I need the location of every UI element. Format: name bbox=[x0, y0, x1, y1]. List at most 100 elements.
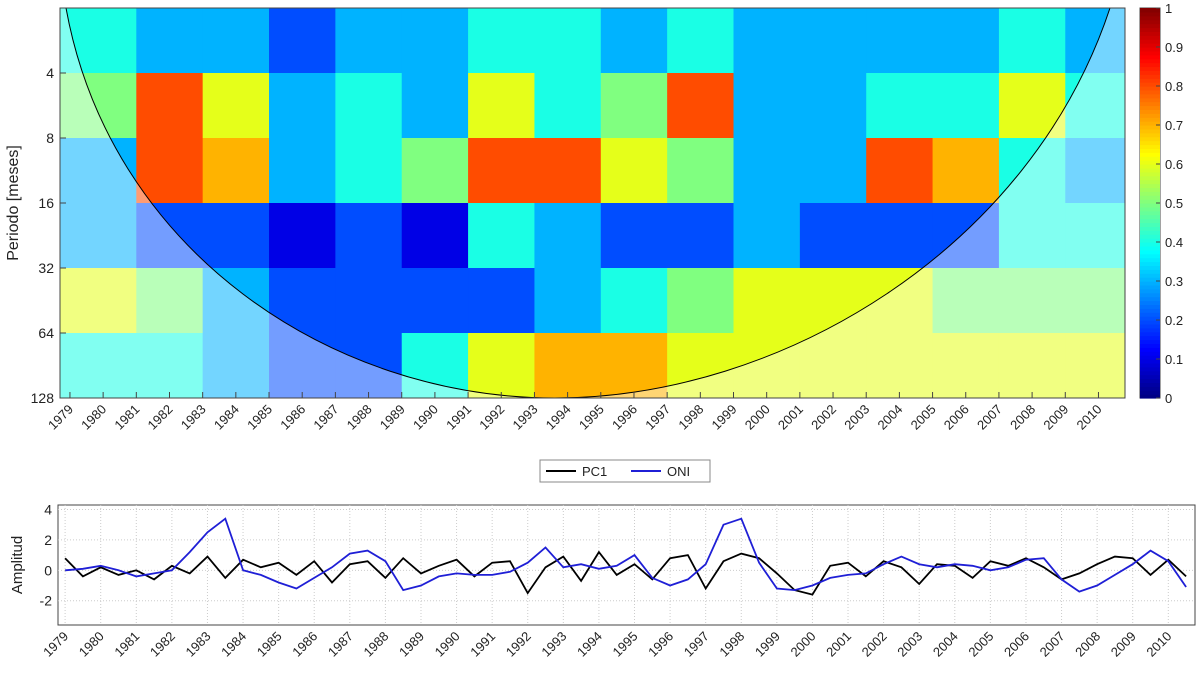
y-axis-label: Periodo [meses] bbox=[5, 145, 22, 261]
colorbar-step bbox=[1140, 292, 1160, 298]
colorbar-step bbox=[1140, 23, 1160, 29]
heat-cell bbox=[468, 8, 535, 74]
colorbar-step bbox=[1140, 97, 1160, 103]
heat-cell bbox=[799, 8, 867, 74]
heat-cell bbox=[1065, 268, 1125, 334]
colorbar-step bbox=[1140, 366, 1160, 372]
x-tick-label: 2003 bbox=[841, 402, 872, 433]
x-tick-label: 2010 bbox=[1143, 629, 1174, 660]
colorbar-step bbox=[1140, 132, 1160, 138]
colorbar-label: 0.5 bbox=[1165, 196, 1183, 211]
colorbar-step bbox=[1140, 351, 1160, 356]
colorbar-step bbox=[1140, 89, 1160, 95]
y-tick-label: 2 bbox=[44, 532, 52, 548]
x-tick-label: 1999 bbox=[709, 402, 740, 433]
heat-cell bbox=[401, 203, 469, 269]
heatmap bbox=[60, 8, 1125, 398]
colorbar-label: 0 bbox=[1165, 391, 1172, 406]
x-tick-label: 1980 bbox=[76, 629, 107, 660]
heat-cell bbox=[799, 333, 867, 398]
colorbar-step bbox=[1140, 210, 1160, 216]
colorbar-step bbox=[1140, 253, 1160, 259]
heat-cell bbox=[866, 73, 934, 139]
heat-cell bbox=[799, 203, 867, 269]
x-tick-label: 1986 bbox=[277, 402, 308, 433]
heat-cell bbox=[335, 73, 403, 139]
y-tick-label: -2 bbox=[40, 593, 53, 609]
colorbar-label: 0.6 bbox=[1165, 157, 1183, 172]
heat-cell bbox=[136, 73, 204, 139]
heat-cell bbox=[136, 138, 204, 204]
heat-cell bbox=[401, 138, 469, 204]
colorbar-step bbox=[1140, 304, 1160, 309]
plot-frame-2 bbox=[57, 504, 1196, 626]
colorbar-step bbox=[1140, 281, 1160, 286]
series-line bbox=[65, 517, 1187, 593]
colorbar-step bbox=[1140, 206, 1160, 212]
colorbar-step bbox=[1140, 191, 1160, 196]
x-tick-label: 1997 bbox=[681, 629, 712, 660]
x-tick-label: 2010 bbox=[1074, 402, 1105, 433]
colorbar-step bbox=[1140, 66, 1160, 71]
x-tick-label: 2006 bbox=[941, 402, 972, 433]
heat-cell bbox=[932, 8, 1000, 74]
colorbar-step bbox=[1140, 62, 1160, 68]
x-tick-label: 2008 bbox=[1072, 629, 1103, 660]
colorbar-step bbox=[1140, 222, 1160, 227]
x-tick-label: 1990 bbox=[432, 629, 463, 660]
y-tick-label: 8 bbox=[46, 130, 54, 146]
x-tick-label: 2001 bbox=[823, 629, 854, 660]
heat-cell bbox=[600, 333, 668, 398]
x-tick-label: 2005 bbox=[908, 402, 939, 433]
x-tick-label: 1990 bbox=[410, 402, 441, 433]
x-tick-label: 1996 bbox=[645, 629, 676, 660]
colorbar-step bbox=[1140, 296, 1160, 302]
x-tick-label: 1982 bbox=[147, 629, 178, 660]
x-tick-label: 1995 bbox=[576, 402, 607, 433]
colorbar-step bbox=[1140, 261, 1160, 266]
y-tick-label: 64 bbox=[38, 325, 54, 341]
x-tick-label: 2007 bbox=[974, 402, 1005, 433]
heat-cell bbox=[60, 268, 137, 334]
heat-cell bbox=[998, 73, 1066, 139]
heat-cell bbox=[667, 203, 735, 269]
heat-cell bbox=[468, 73, 535, 139]
x-tick-label: 1986 bbox=[289, 629, 320, 660]
colorbar-step bbox=[1140, 183, 1160, 188]
heat-cell bbox=[667, 138, 735, 204]
y-tick-label: 4 bbox=[46, 65, 54, 81]
heat-cell bbox=[335, 138, 403, 204]
heat-cell bbox=[866, 268, 934, 334]
heat-cell bbox=[733, 138, 801, 204]
heat-cell bbox=[401, 268, 469, 334]
heat-cell bbox=[998, 203, 1066, 269]
heat-cell bbox=[534, 333, 602, 398]
colorbar-step bbox=[1140, 386, 1160, 391]
x-tick-label: 1979 bbox=[45, 402, 76, 433]
heat-cell bbox=[667, 333, 735, 398]
colorbar-step bbox=[1140, 362, 1160, 368]
heat-cell bbox=[202, 203, 270, 269]
colorbar-step bbox=[1140, 144, 1160, 149]
legend bbox=[539, 459, 711, 483]
legend-label: ONI bbox=[667, 464, 690, 479]
colorbar-step bbox=[1140, 152, 1160, 157]
heat-cell bbox=[269, 333, 336, 398]
colorbar-step bbox=[1140, 273, 1160, 278]
heat-cell bbox=[600, 138, 668, 204]
colorbar-step bbox=[1140, 312, 1160, 317]
heat-cell bbox=[733, 333, 801, 398]
x-tick-label: 2000 bbox=[742, 402, 773, 433]
heat-cell bbox=[667, 8, 735, 74]
heat-cell bbox=[1065, 8, 1125, 74]
colorbar-step bbox=[1140, 370, 1160, 376]
y-tick-label: 32 bbox=[38, 260, 54, 276]
y-tick-label: 16 bbox=[38, 195, 54, 211]
heat-cell bbox=[1065, 203, 1125, 269]
colorbar-step bbox=[1140, 93, 1160, 99]
colorbar-step bbox=[1140, 27, 1160, 32]
heat-cell bbox=[60, 203, 137, 269]
colorbar-step bbox=[1140, 316, 1160, 321]
colorbar-step bbox=[1140, 378, 1160, 383]
colorbar-label: 0.3 bbox=[1165, 274, 1183, 289]
